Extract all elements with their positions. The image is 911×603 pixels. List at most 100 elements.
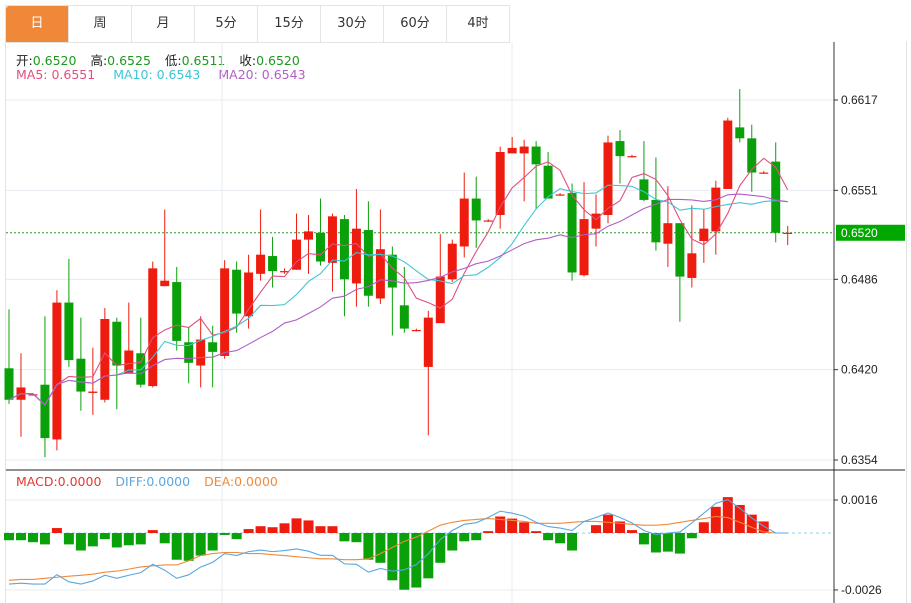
macd-bar — [123, 533, 134, 546]
candle — [675, 223, 685, 322]
candle — [64, 258, 74, 367]
candle-body — [399, 305, 409, 329]
macd-bar — [411, 533, 422, 588]
candle — [531, 141, 541, 210]
macd-bar — [459, 533, 470, 542]
macd-bar — [758, 521, 769, 533]
candle-body — [759, 172, 769, 174]
candle — [339, 214, 349, 317]
price-tick-label: 0.6420 — [841, 363, 878, 377]
last-price-badge — [836, 224, 905, 241]
macd-bar — [39, 533, 50, 545]
candle-body — [304, 231, 313, 240]
candle-body — [88, 391, 98, 393]
macd-bar — [159, 533, 170, 544]
tab-0[interactable]: 日 — [6, 6, 69, 42]
candle-body — [627, 156, 637, 158]
macd-bar — [734, 504, 745, 533]
candle-body — [160, 280, 170, 287]
candle-body — [675, 223, 685, 277]
candle — [351, 188, 361, 307]
ma10-value: MA10: 0.6543 — [113, 67, 201, 82]
macd-bar — [722, 497, 733, 533]
candle-body — [507, 147, 517, 154]
candle — [268, 236, 278, 288]
high-label: 高: — [90, 53, 108, 68]
candle-body — [555, 194, 565, 196]
macd-bar — [591, 525, 602, 533]
candle-body — [519, 146, 529, 154]
macd-bar — [4, 533, 14, 541]
candle-body — [435, 276, 445, 324]
candle — [483, 219, 493, 222]
tab-3[interactable]: 5分 — [195, 6, 258, 42]
candle-body — [339, 219, 349, 280]
candle — [723, 117, 733, 189]
candle — [627, 154, 637, 158]
last-price-label: 0.6520 — [841, 226, 878, 240]
candle-body — [615, 141, 625, 157]
tab-4[interactable]: 15分 — [258, 6, 321, 42]
macd-bar — [315, 526, 326, 533]
candle — [387, 246, 397, 336]
candle-body — [172, 282, 182, 341]
macd-bar — [423, 533, 434, 579]
candle — [52, 290, 62, 451]
candle-body — [579, 219, 589, 276]
candle — [603, 135, 613, 224]
candle-body — [747, 138, 757, 173]
macd-bar — [495, 516, 506, 533]
macd-tick-label: -0.0026 — [841, 583, 882, 597]
candle — [304, 214, 313, 274]
ma20-line — [8, 193, 788, 406]
candle — [579, 182, 589, 277]
candle — [495, 146, 505, 229]
candle-body — [196, 339, 206, 366]
candle-body — [483, 220, 493, 222]
ma5-value: MA5: 0.6551 — [16, 67, 96, 82]
macd-bar — [686, 533, 697, 539]
candle-body — [256, 254, 266, 274]
tab-6[interactable]: 60分 — [384, 6, 447, 42]
candle-body — [651, 199, 661, 243]
tab-2[interactable]: 月 — [132, 6, 195, 42]
macd-bar — [531, 531, 542, 533]
tab-7[interactable]: 4时 — [447, 6, 510, 42]
chart-frame — [5, 41, 907, 603]
macd-bar — [626, 530, 637, 533]
candle-body — [459, 198, 469, 247]
period-tabs: 日周月 5分 15分 30分 60分 4时 — [5, 5, 510, 43]
macd-bar — [543, 533, 554, 541]
macd-readout: MACD:0.0000 DIFF:0.0000 DEA:0.0000 — [16, 474, 288, 489]
macd-bar — [662, 533, 673, 552]
candle-body — [292, 239, 302, 270]
candle-body — [124, 350, 134, 374]
macd-bar — [219, 533, 230, 535]
candle-body — [40, 384, 50, 439]
candle — [220, 260, 230, 359]
candle-body — [52, 302, 62, 440]
tab-5[interactable]: 30分 — [321, 6, 384, 42]
candle-body — [723, 120, 733, 189]
candle-body — [375, 249, 385, 299]
candle — [687, 205, 697, 288]
macd-bar — [614, 521, 625, 533]
macd-bar — [27, 533, 38, 543]
candle — [327, 213, 337, 292]
macd-value: MACD:0.0000 — [16, 474, 102, 489]
close-label: 收: — [239, 53, 257, 68]
price-tick-label: 0.6486 — [841, 272, 878, 286]
candle — [519, 139, 529, 202]
macd-bar — [650, 533, 661, 553]
macd-bar — [279, 523, 290, 533]
candle-body — [100, 319, 110, 400]
high-value: 0.6525 — [107, 53, 151, 68]
tab-1[interactable]: 周 — [69, 6, 132, 42]
ohlc-readout: 开:0.6520 高:0.6525 低:0.6511 收:0.6520 — [16, 50, 310, 69]
candle-body — [423, 317, 433, 367]
macd-bar — [447, 533, 458, 551]
candle — [184, 327, 194, 384]
low-label: 低: — [164, 53, 182, 68]
candle-body — [531, 146, 541, 165]
